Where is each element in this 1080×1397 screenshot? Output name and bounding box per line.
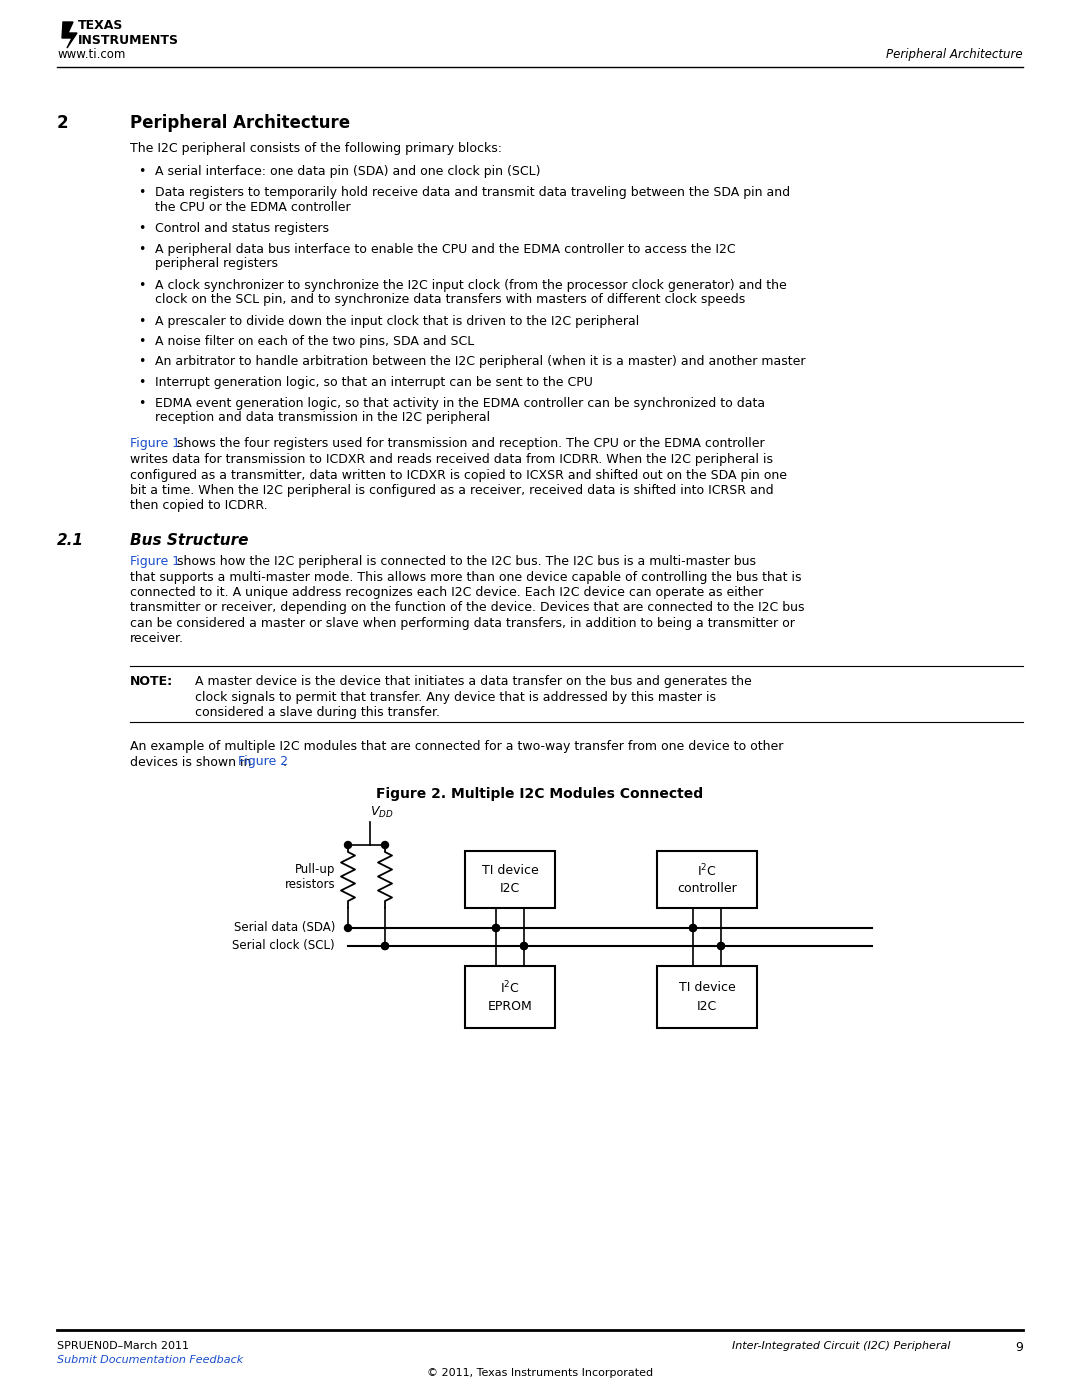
Text: •: • xyxy=(138,165,146,179)
Text: A clock synchronizer to synchronize the I2C input clock (from the processor cloc: A clock synchronizer to synchronize the … xyxy=(156,278,786,306)
Text: The I2C peripheral consists of the following primary blocks:: The I2C peripheral consists of the follo… xyxy=(130,142,502,155)
Text: receiver.: receiver. xyxy=(130,633,184,645)
Text: bit a time. When the I2C peripheral is configured as a receiver, received data i: bit a time. When the I2C peripheral is c… xyxy=(130,483,773,497)
Text: Control and status registers: Control and status registers xyxy=(156,222,329,235)
Circle shape xyxy=(345,925,351,932)
Text: 2.1: 2.1 xyxy=(57,534,84,548)
Text: TI device: TI device xyxy=(482,865,538,877)
Text: considered a slave during this transfer.: considered a slave during this transfer. xyxy=(195,705,440,719)
Text: •: • xyxy=(138,314,146,327)
Text: I$^2$C: I$^2$C xyxy=(500,979,519,996)
Circle shape xyxy=(689,925,697,932)
Text: www.ti.com: www.ti.com xyxy=(57,47,125,61)
Circle shape xyxy=(345,841,351,848)
Text: •: • xyxy=(138,335,146,348)
Text: •: • xyxy=(138,376,146,388)
Text: •: • xyxy=(138,222,146,235)
Text: •: • xyxy=(138,397,146,409)
Bar xyxy=(657,965,757,1028)
Text: EPROM: EPROM xyxy=(488,1000,532,1013)
Circle shape xyxy=(717,943,725,950)
Text: A master device is the device that initiates a data transfer on the bus and gene: A master device is the device that initi… xyxy=(195,675,752,687)
Text: Serial data (SDA): Serial data (SDA) xyxy=(233,922,335,935)
Text: connected to it. A unique address recognizes each I2C device. Each I2C device ca: connected to it. A unique address recogn… xyxy=(130,585,764,599)
Text: Figure 2: Figure 2 xyxy=(238,756,288,768)
Circle shape xyxy=(689,925,697,932)
Bar xyxy=(657,851,757,908)
Text: A peripheral data bus interface to enable the CPU and the EDMA controller to acc: A peripheral data bus interface to enabl… xyxy=(156,243,735,271)
Text: controller: controller xyxy=(677,882,737,894)
Text: Serial clock (SCL): Serial clock (SCL) xyxy=(232,940,335,953)
Text: Peripheral Architecture: Peripheral Architecture xyxy=(887,47,1023,61)
Text: I2C: I2C xyxy=(697,1000,717,1013)
Text: © 2011, Texas Instruments Incorporated: © 2011, Texas Instruments Incorporated xyxy=(427,1368,653,1377)
Text: transmitter or receiver, depending on the function of the device. Devices that a: transmitter or receiver, depending on th… xyxy=(130,602,805,615)
Text: configured as a transmitter, data written to ICDXR is copied to ICXSR and shifte: configured as a transmitter, data writte… xyxy=(130,468,787,482)
Circle shape xyxy=(381,943,389,950)
Text: Submit Documentation Feedback: Submit Documentation Feedback xyxy=(57,1355,243,1365)
Text: Figure 2. Multiple I2C Modules Connected: Figure 2. Multiple I2C Modules Connected xyxy=(377,787,703,800)
Text: 9: 9 xyxy=(1015,1341,1023,1354)
Text: $V_{DD}$: $V_{DD}$ xyxy=(370,805,393,820)
Text: A prescaler to divide down the input clock that is driven to the I2C peripheral: A prescaler to divide down the input clo… xyxy=(156,314,639,327)
Text: clock signals to permit that transfer. Any device that is addressed by this mast: clock signals to permit that transfer. A… xyxy=(195,690,716,704)
Polygon shape xyxy=(62,22,77,47)
Text: Figure 1: Figure 1 xyxy=(130,555,180,569)
Circle shape xyxy=(492,925,499,932)
Text: shows the four registers used for transmission and reception. The CPU or the EDM: shows the four registers used for transm… xyxy=(173,437,765,450)
Circle shape xyxy=(492,925,499,932)
Text: Interrupt generation logic, so that an interrupt can be sent to the CPU: Interrupt generation logic, so that an i… xyxy=(156,376,593,388)
Circle shape xyxy=(717,943,725,950)
Text: Peripheral Architecture: Peripheral Architecture xyxy=(130,115,350,131)
Text: TI device: TI device xyxy=(678,981,735,995)
Text: Bus Structure: Bus Structure xyxy=(130,534,248,548)
Text: A noise filter on each of the two pins, SDA and SCL: A noise filter on each of the two pins, … xyxy=(156,335,474,348)
Bar xyxy=(465,851,555,908)
Text: SPRUEN0D–March 2011: SPRUEN0D–March 2011 xyxy=(57,1341,189,1351)
Text: A serial interface: one data pin (SDA) and one clock pin (SCL): A serial interface: one data pin (SDA) a… xyxy=(156,165,540,179)
Circle shape xyxy=(381,943,389,950)
Text: EDMA event generation logic, so that activity in the EDMA controller can be sync: EDMA event generation logic, so that act… xyxy=(156,397,765,425)
Text: that supports a multi-master mode. This allows more than one device capable of c: that supports a multi-master mode. This … xyxy=(130,570,801,584)
Text: •: • xyxy=(138,243,146,256)
Text: can be considered a master or slave when performing data transfers, in addition : can be considered a master or slave when… xyxy=(130,617,795,630)
Text: devices is shown in: devices is shown in xyxy=(130,756,255,768)
Circle shape xyxy=(521,943,527,950)
Text: Data registers to temporarily hold receive data and transmit data traveling betw: Data registers to temporarily hold recei… xyxy=(156,186,791,214)
Text: An example of multiple I2C modules that are connected for a two-way transfer fro: An example of multiple I2C modules that … xyxy=(130,740,783,753)
Text: •: • xyxy=(138,186,146,198)
Text: Figure 1: Figure 1 xyxy=(130,437,180,450)
Text: Pull-up
resistors: Pull-up resistors xyxy=(284,862,335,890)
Text: INSTRUMENTS: INSTRUMENTS xyxy=(78,34,179,47)
Text: •: • xyxy=(138,355,146,369)
Circle shape xyxy=(381,841,389,848)
Circle shape xyxy=(521,943,527,950)
Text: shows how the I2C peripheral is connected to the I2C bus. The I2C bus is a multi: shows how the I2C peripheral is connecte… xyxy=(173,555,756,569)
Text: then copied to ICDRR.: then copied to ICDRR. xyxy=(130,500,268,513)
Text: .: . xyxy=(283,756,287,768)
Text: I2C: I2C xyxy=(500,882,521,894)
Text: An arbitrator to handle arbitration between the I2C peripheral (when it is a mas: An arbitrator to handle arbitration betw… xyxy=(156,355,806,369)
Text: writes data for transmission to ICDXR and reads received data from ICDRR. When t: writes data for transmission to ICDXR an… xyxy=(130,453,773,467)
Text: NOTE:: NOTE: xyxy=(130,675,173,687)
Text: Inter-Integrated Circuit (I2C) Peripheral: Inter-Integrated Circuit (I2C) Periphera… xyxy=(731,1341,950,1351)
Bar xyxy=(465,965,555,1028)
Text: I$^2$C: I$^2$C xyxy=(697,863,717,879)
Text: •: • xyxy=(138,278,146,292)
Text: 2: 2 xyxy=(57,115,69,131)
Text: TEXAS: TEXAS xyxy=(78,20,123,32)
